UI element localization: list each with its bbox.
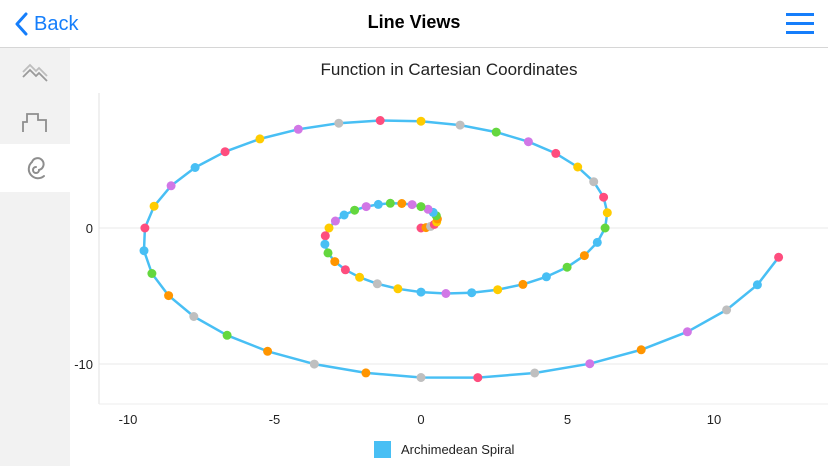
data-point[interactable] bbox=[330, 257, 340, 267]
data-point[interactable] bbox=[473, 373, 483, 383]
data-point[interactable] bbox=[585, 359, 595, 369]
data-point[interactable] bbox=[393, 284, 403, 294]
data-point[interactable] bbox=[166, 181, 176, 191]
data-point[interactable] bbox=[350, 205, 360, 215]
menu-button[interactable] bbox=[786, 12, 814, 36]
x-tick-label: -5 bbox=[269, 412, 281, 427]
data-point[interactable] bbox=[355, 272, 365, 282]
sidebar-item-step-line[interactable] bbox=[0, 96, 70, 144]
data-point[interactable] bbox=[467, 288, 477, 298]
back-label: Back bbox=[34, 12, 79, 35]
data-point[interactable] bbox=[139, 246, 149, 256]
data-point[interactable] bbox=[323, 248, 333, 258]
data-point[interactable] bbox=[636, 345, 646, 355]
data-point[interactable] bbox=[340, 265, 350, 275]
x-tick-label: 10 bbox=[707, 412, 721, 427]
data-point[interactable] bbox=[523, 137, 533, 147]
data-point[interactable] bbox=[149, 201, 159, 211]
data-point[interactable] bbox=[493, 285, 503, 295]
data-point[interactable] bbox=[602, 208, 612, 218]
data-point[interactable] bbox=[385, 198, 395, 208]
data-point[interactable] bbox=[518, 279, 528, 289]
data-point[interactable] bbox=[600, 223, 610, 233]
data-point[interactable] bbox=[164, 291, 174, 301]
data-point[interactable] bbox=[293, 124, 303, 134]
legend-label: Archimedean Spiral bbox=[401, 442, 515, 457]
data-point[interactable] bbox=[682, 327, 692, 337]
data-point[interactable] bbox=[541, 272, 551, 282]
spiral-series-line bbox=[142, 119, 780, 379]
y-tick-label: -10 bbox=[74, 357, 93, 372]
data-point[interactable] bbox=[334, 118, 344, 128]
data-point[interactable] bbox=[263, 346, 273, 356]
data-point[interactable] bbox=[416, 287, 426, 297]
data-point[interactable] bbox=[222, 330, 232, 340]
data-point[interactable] bbox=[416, 373, 426, 382]
data-point[interactable] bbox=[441, 289, 451, 298]
data-point[interactable] bbox=[589, 177, 599, 187]
data-point[interactable] bbox=[361, 368, 371, 378]
data-point[interactable] bbox=[491, 127, 501, 137]
x-tick-label: 5 bbox=[564, 412, 571, 427]
data-point[interactable] bbox=[455, 120, 465, 130]
data-point[interactable] bbox=[324, 223, 334, 233]
data-point[interactable] bbox=[255, 134, 265, 144]
x-tick-label: 0 bbox=[417, 412, 424, 427]
data-point[interactable] bbox=[722, 305, 732, 315]
data-point[interactable] bbox=[397, 199, 407, 208]
data-point[interactable] bbox=[573, 162, 583, 172]
data-point[interactable] bbox=[361, 202, 371, 212]
grid-lines bbox=[99, 227, 828, 365]
data-point[interactable] bbox=[320, 231, 330, 241]
axis-ticks: -10 -5 0 5 10 0 -10 bbox=[74, 221, 721, 427]
sidebar bbox=[0, 48, 70, 466]
data-point[interactable] bbox=[579, 251, 589, 261]
data-point[interactable] bbox=[599, 192, 609, 202]
chart-title: Function in Cartesian Coordinates bbox=[320, 60, 578, 79]
data-point[interactable] bbox=[416, 116, 426, 126]
hamburger-line bbox=[786, 31, 814, 34]
data-point[interactable] bbox=[774, 252, 784, 262]
sidebar-item-spiral[interactable] bbox=[0, 144, 70, 192]
back-button[interactable]: Back bbox=[14, 10, 78, 38]
data-point[interactable] bbox=[592, 237, 602, 247]
data-point[interactable] bbox=[147, 269, 157, 278]
data-point[interactable] bbox=[423, 204, 433, 214]
data-point[interactable] bbox=[416, 202, 426, 212]
mountain-line-icon bbox=[22, 63, 48, 82]
data-point[interactable] bbox=[373, 199, 383, 209]
data-point[interactable] bbox=[752, 280, 762, 290]
sidebar-item-mountain-line[interactable] bbox=[0, 48, 70, 96]
data-point[interactable] bbox=[330, 216, 340, 226]
chevron-left-icon bbox=[15, 12, 28, 36]
data-point[interactable] bbox=[140, 223, 150, 233]
data-point[interactable] bbox=[190, 163, 200, 172]
spiral-icon bbox=[27, 157, 45, 180]
data-point[interactable] bbox=[320, 239, 330, 249]
data-point[interactable] bbox=[339, 210, 349, 220]
x-tick-label: -10 bbox=[119, 412, 138, 427]
page-title: Line Views bbox=[367, 12, 461, 32]
y-tick-label: 0 bbox=[86, 221, 93, 236]
hamburger-line bbox=[786, 22, 814, 25]
spiral-markers bbox=[139, 116, 784, 383]
data-point[interactable] bbox=[407, 200, 417, 210]
data-point[interactable] bbox=[309, 359, 319, 369]
data-point[interactable] bbox=[220, 147, 230, 157]
step-line-icon bbox=[22, 113, 47, 132]
data-point[interactable] bbox=[562, 262, 572, 272]
data-point[interactable] bbox=[189, 312, 199, 321]
legend-swatch-icon bbox=[374, 441, 391, 458]
data-point[interactable] bbox=[551, 148, 561, 158]
navigation-bar: Back Line Views bbox=[0, 0, 828, 48]
data-point[interactable] bbox=[372, 279, 382, 289]
data-point[interactable] bbox=[375, 116, 385, 125]
chart-legend[interactable]: Archimedean Spiral bbox=[374, 441, 514, 458]
data-point[interactable] bbox=[530, 368, 540, 378]
hamburger-menu-icon bbox=[786, 13, 814, 16]
